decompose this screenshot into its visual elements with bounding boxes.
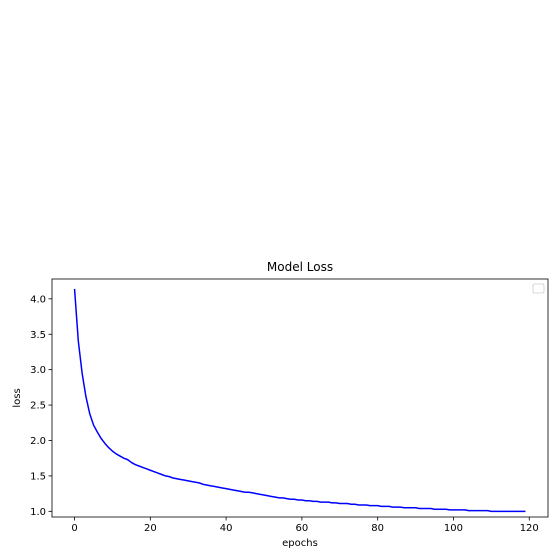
chart-title: Model Loss (267, 260, 333, 274)
plot-area (73, 288, 526, 513)
y-tick-label: 1.0 (30, 507, 46, 518)
y-tick-label: 4.0 (30, 294, 46, 305)
x-tick-label: 20 (144, 523, 157, 534)
axes-frame (51, 278, 549, 518)
x-tick-label: 60 (296, 523, 309, 534)
y-tick-label: 2.5 (30, 401, 46, 412)
loss-series-line (73, 288, 526, 513)
y-tick-label: 1.5 (30, 471, 46, 482)
y-tick-label: 3.0 (30, 365, 46, 376)
x-tick-label: 100 (444, 523, 463, 534)
x-tick-label: 80 (371, 523, 384, 534)
x-axis-label: epochs (282, 538, 318, 549)
x-tick-label: 40 (220, 523, 233, 534)
x-tick-label: 0 (71, 523, 77, 534)
y-tick-label: 3.5 (30, 330, 46, 341)
legend-box (532, 283, 545, 294)
y-axis-label: loss (12, 388, 23, 407)
y-tick-label: 2.0 (30, 436, 46, 447)
axes: 0 20 40 60 80 100 120 1.0 1.5 2.0 2.5 3.0 3.5 4.0 (30, 278, 549, 534)
x-tick-label: 120 (520, 523, 539, 534)
